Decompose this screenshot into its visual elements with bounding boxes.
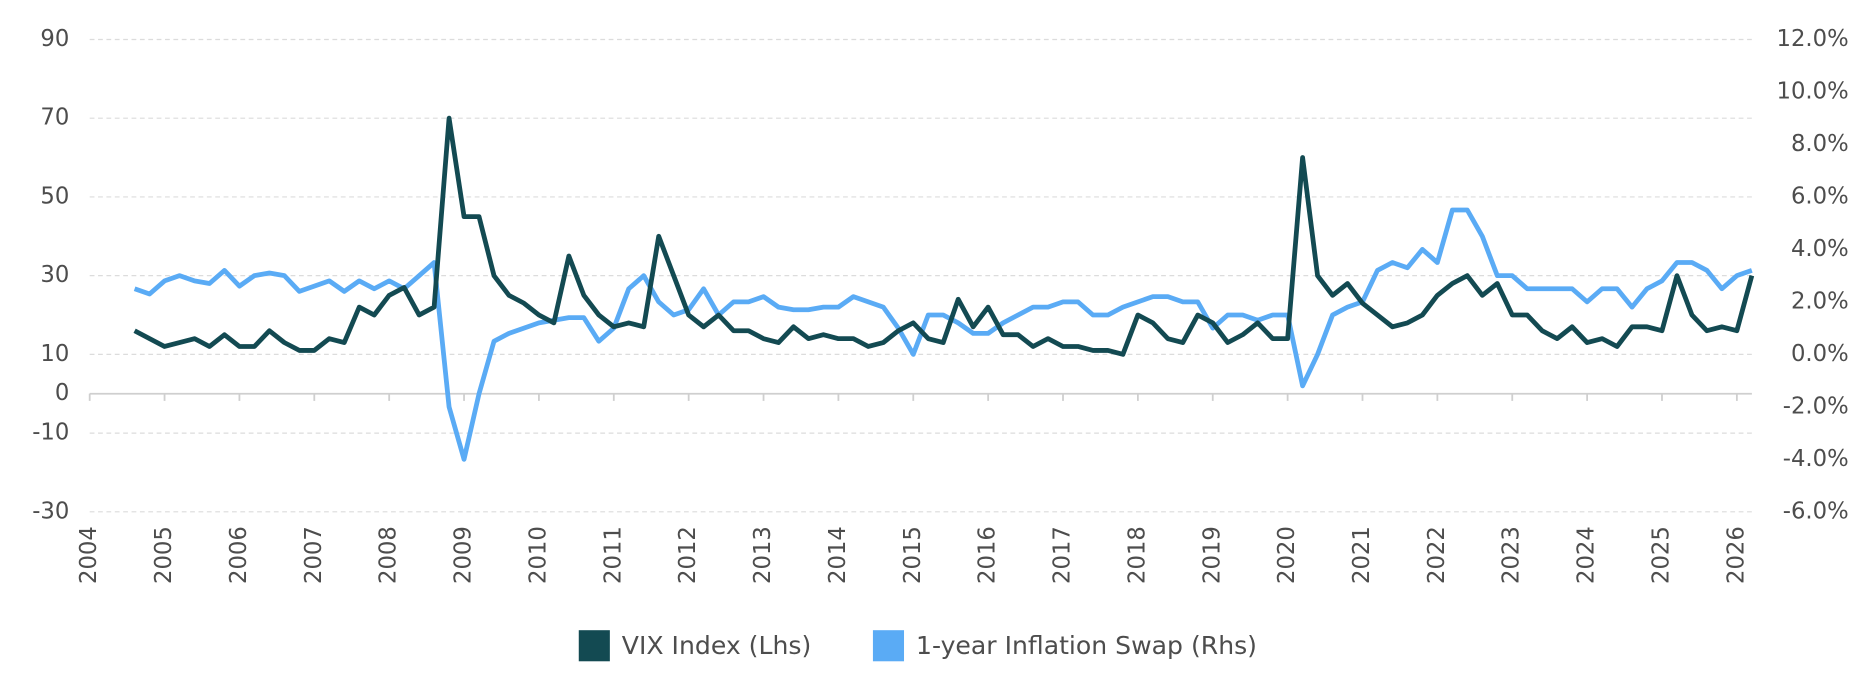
- x-tick-label: 2021: [1349, 526, 1375, 584]
- y2-tick-label: 4.0%: [1791, 236, 1849, 262]
- x-tick-label: 2015: [900, 526, 926, 584]
- legend-swatch: [872, 630, 905, 662]
- x-tick-label: 2024: [1574, 526, 1600, 584]
- x-tick-label: 2020: [1274, 526, 1300, 584]
- y2-tick-label: 10.0%: [1777, 78, 1849, 104]
- line-series: [133, 207, 1753, 462]
- x-tick-label: 2012: [675, 526, 701, 584]
- y2-tick-label: 2.0%: [1791, 288, 1849, 314]
- x-tick-label: 2016: [975, 526, 1001, 584]
- x-tick-label: 2011: [600, 526, 626, 584]
- y-tick-label: -10: [32, 420, 69, 446]
- y-tick-label: 0: [55, 380, 69, 406]
- x-tick-label: 2007: [301, 526, 327, 584]
- x-tick-label: 2006: [226, 526, 252, 584]
- y-tick-label: 30: [40, 262, 69, 288]
- y-tick-label: 50: [40, 183, 69, 209]
- y2-tick-label: 6.0%: [1791, 183, 1849, 209]
- legend-label: VIX Index (Lhs): [622, 631, 811, 660]
- x-tick-label: 2008: [376, 526, 402, 584]
- x-tick-label: 2009: [451, 526, 477, 584]
- y2-tick-label: -2.0%: [1783, 393, 1849, 419]
- y2-tick-label: 12.0%: [1777, 26, 1849, 52]
- line-series: [133, 115, 1755, 357]
- legend-swatch: [578, 630, 610, 662]
- y2-tick-label: -6.0%: [1783, 498, 1849, 524]
- y2-tick-label: 0.0%: [1791, 341, 1849, 367]
- x-tick-label: 2019: [1199, 526, 1225, 584]
- x-tick-label: 2013: [750, 526, 776, 584]
- legend-label: 1-year Inflation Swap (Rhs): [916, 631, 1257, 660]
- x-tick-label: 2018: [1124, 526, 1150, 584]
- x-tick-label: 2005: [151, 526, 177, 584]
- y-tick-label: 70: [40, 105, 69, 131]
- x-tick-label: 2023: [1499, 526, 1525, 584]
- x-tick-label: 2017: [1050, 526, 1076, 584]
- y-tick-label: 90: [40, 26, 69, 52]
- y-tick-label: -30: [32, 498, 69, 524]
- y2-tick-label: -4.0%: [1783, 446, 1849, 472]
- x-tick-label: 2014: [825, 526, 851, 584]
- x-tick-label: 2010: [525, 526, 551, 584]
- y-tick-label: 10: [40, 341, 69, 367]
- x-tick-label: 2026: [1723, 526, 1749, 584]
- x-tick-label: 2022: [1424, 526, 1450, 584]
- x-tick-label: 2025: [1648, 526, 1674, 584]
- y2-tick-label: 8.0%: [1791, 131, 1849, 157]
- x-tick-label: 2004: [76, 526, 102, 584]
